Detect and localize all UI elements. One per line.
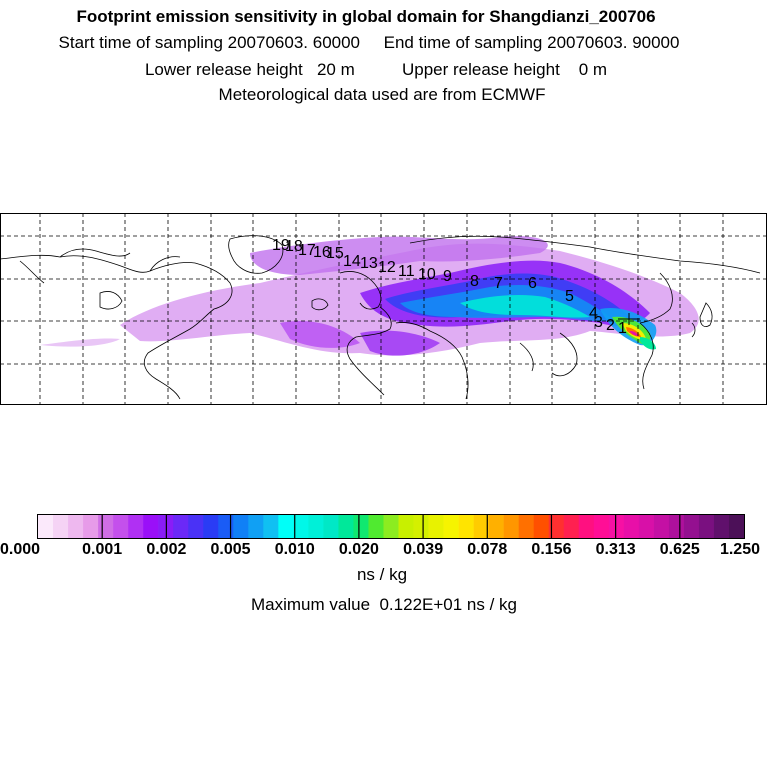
- colorbar-cell: [608, 515, 625, 538]
- colorbar-tick-label: 0.002: [146, 541, 186, 558]
- colorbar-cell: [668, 515, 685, 538]
- colorbar-cell: [353, 515, 369, 538]
- colorbar-cells: [38, 515, 745, 538]
- colorbar-cell: [203, 515, 219, 538]
- colorbar-tick-label: 0.000: [0, 541, 40, 558]
- colorbar-tick-label: 0.001: [82, 541, 122, 558]
- colorbar-cell: [308, 515, 324, 538]
- trajectory-label-1: 1: [618, 320, 627, 337]
- trajectory-label-16: 16: [313, 244, 331, 261]
- colorbar-cell: [248, 515, 264, 538]
- colorbar-tick-label: 0.039: [403, 541, 443, 558]
- met-data-label: Meteorological data used are from ECMWF: [218, 85, 546, 104]
- colorbar-tick-label: 0.010: [275, 541, 315, 558]
- colorbar-tick-label: 0.156: [531, 541, 571, 558]
- trajectory-label-6: 6: [528, 275, 537, 292]
- receptor-marker: [618, 313, 640, 325]
- start-time-label: Start time of sampling 20070603. 60000: [58, 33, 361, 52]
- upper-release-label: Upper release height 0 m: [401, 60, 608, 79]
- release-heights: Lower release height 20 m Upper release …: [0, 60, 760, 80]
- colorbar-cell: [713, 515, 730, 538]
- colorbar-cell: [323, 515, 339, 538]
- colorbar-cell: [698, 515, 715, 538]
- colorbar-unit: ns / kg: [356, 565, 408, 584]
- colorbar-cell: [533, 515, 550, 538]
- colorbar-cell: [128, 515, 144, 538]
- colorbar-cell: [383, 515, 399, 538]
- trajectory-label-3: 3: [594, 314, 603, 331]
- colorbar-cell: [653, 515, 670, 538]
- colorbar-cell: [563, 515, 580, 538]
- colorbar-tick-label: 0.313: [596, 541, 636, 558]
- trajectory-label-10: 10: [418, 266, 436, 283]
- colorbar-cell: [68, 515, 84, 538]
- colorbar-cell: [503, 515, 519, 538]
- trajectory-label-8: 8: [470, 273, 479, 290]
- maximum-value-label: Maximum value 0.122E+01 ns / kg: [251, 595, 517, 614]
- colorbar-cell: [683, 515, 700, 538]
- trajectory-label-11: 11: [398, 263, 415, 280]
- colorbar-cell: [173, 515, 189, 538]
- trajectory-label-18: 18: [285, 238, 303, 255]
- trajectory-label-12: 12: [378, 259, 396, 276]
- trajectory-label-14: 14: [343, 253, 361, 270]
- sensitivity-field: [40, 236, 699, 356]
- colorbar-cell: [593, 515, 610, 538]
- trajectory-label-2: 2: [606, 317, 615, 334]
- colorbar-cell: [233, 515, 249, 538]
- colorbar-cell: [398, 515, 414, 538]
- trajectory-label-19: 19: [272, 237, 290, 254]
- colorbar-cell: [278, 515, 294, 538]
- trajectory-label-17: 17: [298, 242, 316, 259]
- colorbar-tick-label: 1.250: [720, 541, 760, 558]
- colorbar-cell: [338, 515, 354, 538]
- colorbar-cell: [368, 515, 384, 538]
- end-time-label: End time of sampling 20070603. 90000: [383, 33, 680, 52]
- colorbar-tick-label: 0.078: [467, 541, 507, 558]
- lat-lon-grid: [0, 213, 767, 405]
- lower-release-label: Lower release height 20 m: [144, 60, 355, 79]
- colorbar-cell: [428, 515, 444, 538]
- colorbar-cell: [638, 515, 655, 538]
- colorbar-cell: [623, 515, 640, 538]
- colorbar-cell: [473, 515, 489, 538]
- plot-title: Footprint emission sensitivity in global…: [76, 7, 656, 26]
- trajectory-label-7: 7: [494, 275, 503, 292]
- trajectory-label-5: 5: [565, 288, 574, 305]
- colorbar-cell: [518, 515, 534, 538]
- colorbar-cell: [143, 515, 159, 538]
- colorbar-cell: [98, 515, 114, 538]
- colorbar-tick-label: 0.005: [211, 541, 251, 558]
- colorbar-cell: [578, 515, 595, 538]
- colorbar-cell: [293, 515, 309, 538]
- colorbar-cell: [218, 515, 234, 538]
- colorbar-cell: [83, 515, 99, 538]
- colorbar-cell: [113, 515, 129, 538]
- colorbar-tick-label: 0.020: [339, 541, 379, 558]
- colorbar-cell: [548, 515, 565, 538]
- colorbar-cell: [38, 515, 54, 538]
- colorbar: 0.000 0.001 0.002 0.005 0.010 0.020 0.039 0.078…: [0, 514, 760, 558]
- trajectory-label-15: 15: [326, 245, 344, 262]
- colorbar-cell: [188, 515, 204, 538]
- sampling-times: Start time of sampling 20070603. 60000 E…: [0, 33, 753, 53]
- colorbar-tick-label: 0.625: [660, 541, 700, 558]
- colorbar-cell: [53, 515, 69, 538]
- colorbar-cell: [728, 515, 745, 538]
- colorbar-cell: [458, 515, 474, 538]
- colorbar-tick-labels: 0.000 0.001 0.002 0.005 0.010 0.020 0.039 0.078…: [0, 515, 760, 558]
- colorbar-cell: [443, 515, 459, 538]
- trajectory-label-9: 9: [443, 268, 452, 285]
- colorbar-cell: [263, 515, 279, 538]
- colorbar-cell: [488, 515, 504, 538]
- trajectory-label-13: 13: [360, 255, 378, 272]
- colorbar-frame: [37, 514, 745, 539]
- coastlines: [0, 235, 761, 400]
- trajectory-label-4: 4: [589, 305, 598, 322]
- colorbar-cell: [413, 515, 429, 538]
